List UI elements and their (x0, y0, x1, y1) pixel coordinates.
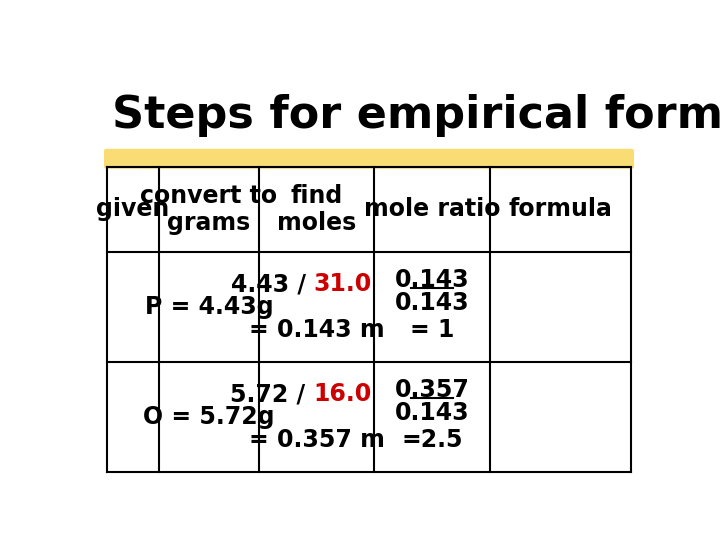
Text: P = 4.43g: P = 4.43g (145, 295, 274, 319)
Text: Steps for empirical formulas: Steps for empirical formulas (112, 94, 720, 137)
Text: =2.5: =2.5 (401, 428, 463, 452)
Text: 0.143: 0.143 (395, 291, 469, 315)
Text: O = 5.72g: O = 5.72g (143, 406, 275, 429)
Text: convert to
grams: convert to grams (140, 184, 278, 235)
Text: mole ratio: mole ratio (364, 198, 500, 221)
Text: 0.143: 0.143 (395, 401, 469, 425)
Text: 0.357: 0.357 (395, 378, 469, 402)
Text: 0.143: 0.143 (395, 268, 469, 292)
Text: 16.0: 16.0 (314, 382, 372, 407)
Text: = 0.143 m: = 0.143 m (248, 318, 384, 342)
FancyBboxPatch shape (104, 149, 634, 168)
Text: find
moles: find moles (277, 184, 356, 235)
Text: 5.72 /: 5.72 / (230, 382, 314, 407)
Text: 4.43 /: 4.43 / (230, 272, 314, 296)
Text: 31.0: 31.0 (314, 272, 372, 296)
Text: = 0.357 m: = 0.357 m (248, 428, 384, 452)
Text: given: given (96, 198, 170, 221)
Text: formula: formula (508, 198, 613, 221)
Text: = 1: = 1 (410, 318, 454, 342)
